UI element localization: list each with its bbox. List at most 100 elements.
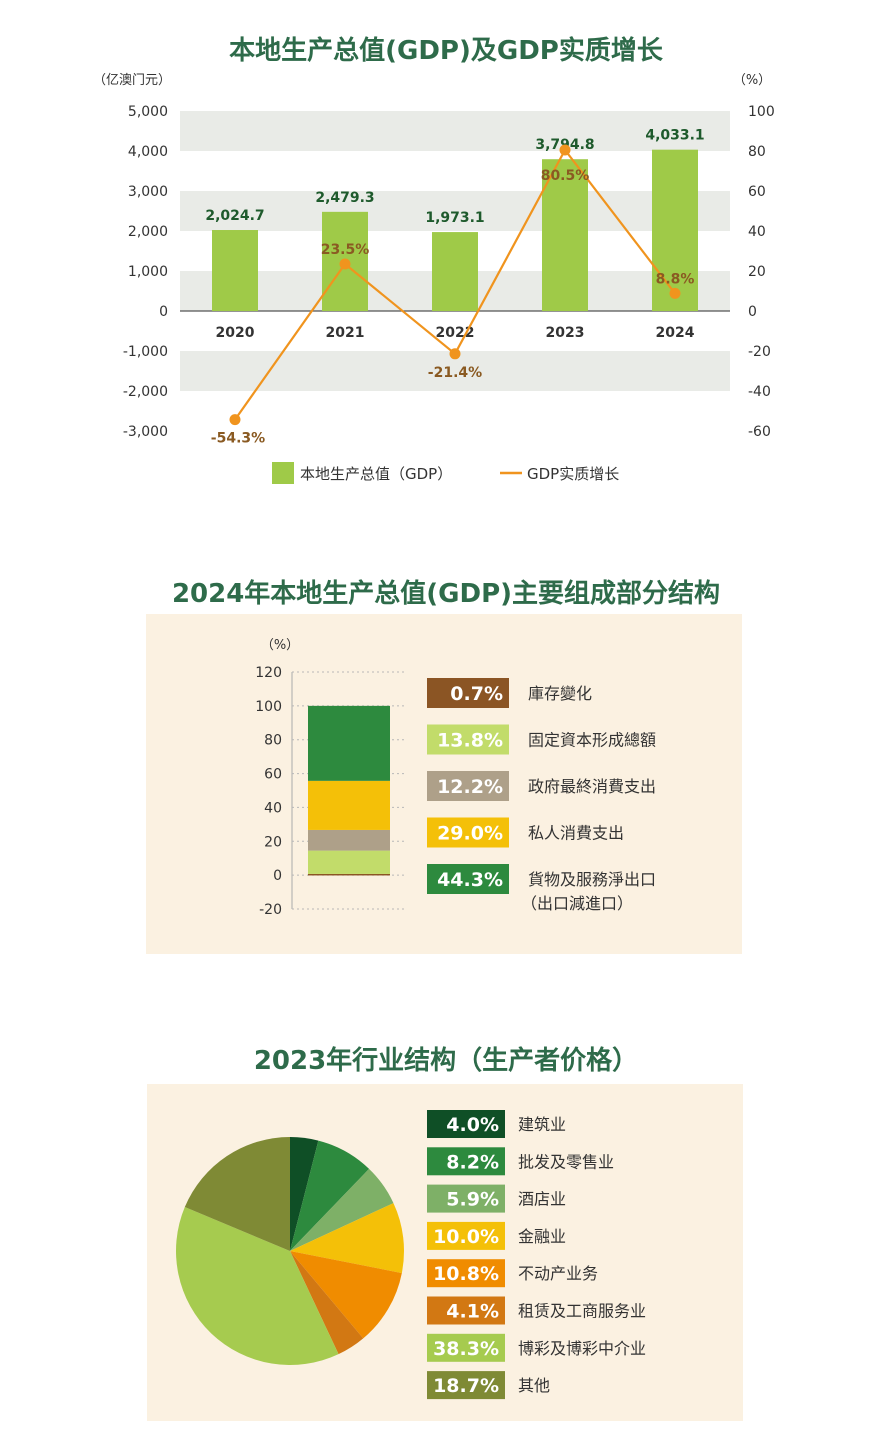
slice-swatch (427, 1184, 505, 1213)
chart3-title: 2023年行业结构（生产者价格） (253, 1046, 639, 1076)
slice-value-label: 8.2% (446, 1151, 499, 1173)
gdp-bar (432, 232, 478, 311)
component-value-label: 0.7% (450, 683, 503, 705)
component-name: 貨物及服務淨出口 (528, 870, 656, 889)
year-tick-label: 2023 (546, 325, 585, 341)
slice-name: 其他 (518, 1376, 550, 1395)
year-tick-label: 2024 (656, 325, 695, 341)
year-tick-label: 2021 (326, 325, 365, 341)
slice-swatch (427, 1371, 505, 1400)
right-tick-label: 40 (748, 224, 766, 240)
gdp-bar (212, 230, 258, 311)
component-value-label: 12.2% (437, 776, 503, 798)
stack-segment (308, 873, 390, 876)
right-axis-unit: （%） (733, 73, 771, 88)
y-tick-label: 120 (255, 665, 282, 681)
y-tick-label: 20 (264, 834, 282, 850)
y-tick-label: 100 (255, 699, 282, 715)
component-swatch (427, 724, 509, 755)
stack-segment (308, 705, 390, 781)
growth-point (229, 414, 241, 426)
component-swatch (427, 817, 509, 848)
pie-slice (176, 1207, 339, 1365)
pie-slice (184, 1137, 290, 1251)
pie-slice (290, 1251, 402, 1339)
y-tick-label: 60 (264, 767, 282, 783)
right-tick-label: -60 (748, 424, 771, 440)
slice-name: 博彩及博彩中介业 (518, 1339, 646, 1358)
gdp-bar-label: 1,973.1 (425, 210, 484, 226)
component-swatch (427, 864, 509, 894)
slice-swatch (427, 1147, 505, 1176)
growth-label: -54.3% (211, 431, 265, 447)
gdp-bar (652, 149, 698, 311)
stack-segment (308, 780, 390, 830)
left-tick-label: 1,000 (128, 264, 168, 280)
left-tick-label: 2,000 (128, 224, 168, 240)
right-tick-label: 20 (748, 264, 766, 280)
slice-value-label: 10.8% (433, 1263, 499, 1285)
gdp-chart: （亿澳门元） （%） 5,000 4,000 3,000 2,000 1,000 0 -1,00… (93, 72, 775, 484)
component-value-label: 44.3% (437, 869, 503, 891)
growth-label: 80.5% (541, 168, 590, 184)
grid-band (180, 191, 730, 231)
growth-label: 23.5% (321, 242, 370, 258)
gdp-components-chart: （%） 120 100 80 60 40 20 0 -20 0.7% 庫存變化 13.8% 固定資本形成… (255, 638, 656, 918)
stack-segment (308, 850, 390, 874)
y-tick-label: 40 (264, 800, 282, 816)
slice-value-label: 5.9% (446, 1189, 499, 1211)
slice-value-label: 4.1% (446, 1301, 499, 1323)
left-tick-label: -3,000 (123, 424, 168, 440)
right-tick-label: 60 (748, 184, 766, 200)
slice-name: 酒店业 (518, 1190, 566, 1209)
right-tick-label: -20 (748, 344, 771, 360)
right-tick-label: 0 (748, 304, 757, 320)
left-tick-label: -1,000 (123, 344, 168, 360)
growth-point (669, 287, 681, 299)
chart1-title: 本地生产总值(GDP)及GDP实质增长 (229, 36, 663, 66)
y-tick-label: -20 (259, 902, 282, 918)
slice-value-label: 10.0% (433, 1226, 499, 1248)
legend-gdp-swatch (272, 462, 294, 484)
right-tick-label: 100 (748, 104, 775, 120)
component-value-label: 29.0% (437, 823, 503, 845)
gdp-bar-label: 2,024.7 (205, 208, 264, 224)
component-swatch (427, 771, 509, 801)
slice-name: 不动产业务 (518, 1264, 598, 1283)
slice-value-label: 4.0% (446, 1114, 499, 1136)
axis-unit: （%） (261, 638, 299, 653)
left-tick-label: 3,000 (128, 184, 168, 200)
gdp-bar-label: 4,033.1 (645, 128, 704, 144)
slice-value-label: 38.3% (433, 1338, 499, 1360)
left-tick-label: 0 (159, 304, 168, 320)
stack-segment (308, 829, 390, 851)
legend-growth-label: GDP实质增长 (527, 465, 619, 483)
growth-point (449, 348, 461, 360)
industry-pie-chart: 4.0% 建筑业 8.2% 批发及零售业 5.9% 酒店业 10.0% 金融业 10.8% 不动产… (176, 1110, 646, 1400)
year-tick-label: 2020 (216, 325, 255, 341)
pie-slice (290, 1251, 364, 1355)
left-tick-label: -2,000 (123, 384, 168, 400)
component-name-note: （出口減進口） (521, 894, 633, 913)
slice-swatch (427, 1110, 505, 1138)
grid-band (180, 111, 730, 151)
component-name: 庫存變化 (528, 684, 592, 703)
slice-swatch (427, 1296, 505, 1325)
right-tick-label: 80 (748, 144, 766, 160)
slice-swatch (427, 1221, 505, 1250)
slice-name: 建筑业 (518, 1115, 566, 1134)
growth-point (339, 258, 351, 270)
pie-slice (290, 1140, 370, 1251)
chart2-title: 2024年本地生产总值(GDP)主要组成部分结构 (171, 579, 721, 609)
left-tick-label: 5,000 (128, 104, 168, 120)
growth-label: -21.4% (428, 365, 482, 381)
slice-swatch (427, 1333, 505, 1362)
growth-point (559, 144, 571, 156)
y-tick-label: 0 (273, 868, 282, 884)
gdp-bar-label: 2,479.3 (315, 190, 374, 206)
component-swatch (427, 678, 509, 708)
pie-slice (290, 1137, 319, 1251)
slice-name: 金融业 (518, 1227, 566, 1246)
left-tick-label: 4,000 (128, 144, 168, 160)
pie-slice (290, 1203, 405, 1274)
